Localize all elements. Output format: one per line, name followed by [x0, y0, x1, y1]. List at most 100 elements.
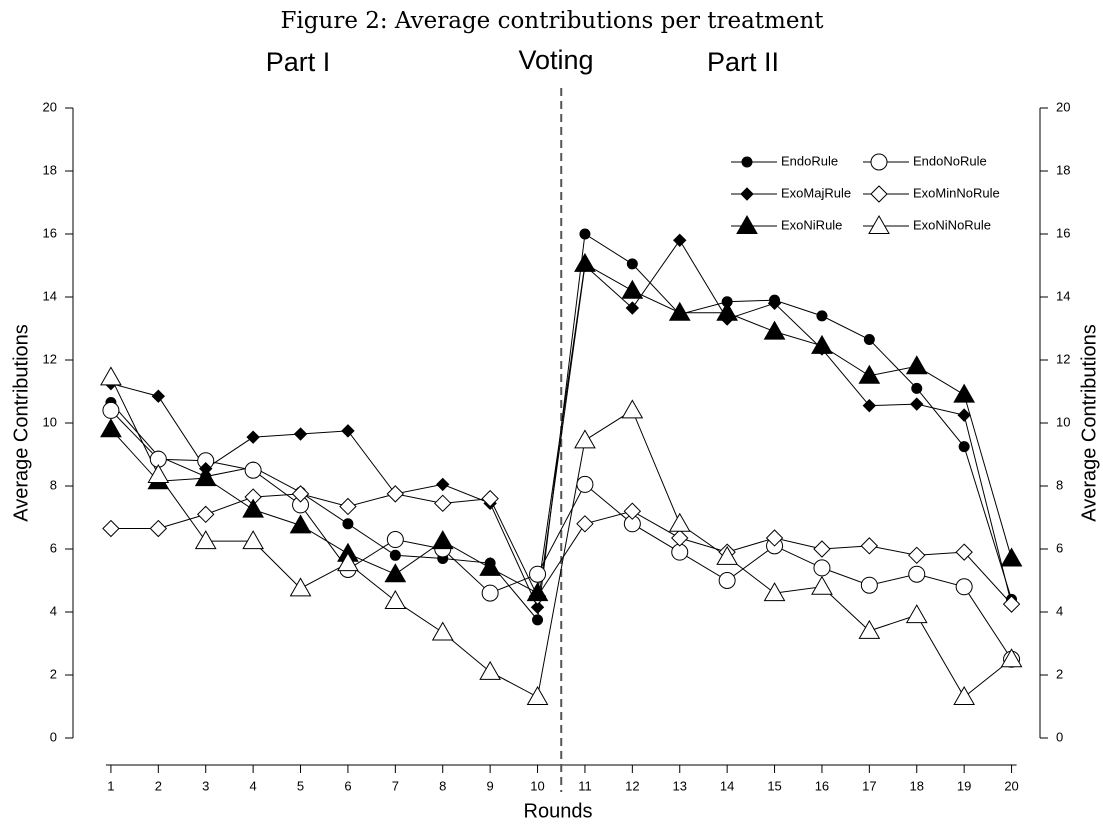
- marker: [668, 301, 691, 321]
- marker: [816, 310, 828, 322]
- marker: [102, 519, 120, 538]
- marker: [862, 398, 877, 413]
- legend-label: EndoNoRule: [913, 153, 987, 168]
- marker: [102, 401, 120, 419]
- marker: [958, 441, 970, 453]
- legend-label: ExoMajRule: [781, 185, 851, 200]
- marker: [389, 549, 401, 561]
- marker: [526, 686, 549, 706]
- y-tick-label: 2: [50, 666, 57, 681]
- x-tick-label: 11: [578, 778, 592, 793]
- marker: [858, 364, 881, 384]
- marker: [481, 584, 499, 602]
- x-tick-label: 2: [155, 778, 162, 793]
- marker: [291, 485, 310, 503]
- marker: [384, 563, 407, 583]
- x-tick-label: 16: [815, 778, 829, 793]
- y-tick-label: 18: [43, 162, 57, 177]
- marker: [289, 577, 312, 597]
- marker: [813, 559, 831, 577]
- marker: [197, 505, 215, 524]
- y2-axis-label: Average Contributions: [1078, 324, 1100, 522]
- legend-marker: [740, 187, 754, 201]
- marker: [342, 518, 354, 530]
- marker: [763, 320, 786, 340]
- y-tick-label: 8: [50, 477, 57, 492]
- marker: [908, 546, 926, 565]
- marker: [863, 334, 875, 346]
- marker: [244, 461, 262, 479]
- marker: [579, 228, 591, 240]
- marker: [955, 543, 973, 561]
- marker: [434, 494, 452, 513]
- marker: [955, 578, 973, 596]
- y-tick-label: 12: [43, 351, 57, 366]
- marker: [668, 512, 691, 532]
- legend-marker: [741, 156, 753, 168]
- y-tick-label: 16: [43, 225, 57, 240]
- x-tick-label: 17: [862, 778, 876, 793]
- marker: [860, 576, 878, 594]
- marker: [242, 498, 264, 518]
- marker: [337, 552, 359, 572]
- y2-tick-label: 8: [1056, 477, 1063, 492]
- y2-tick-label: 6: [1056, 540, 1063, 555]
- marker: [436, 477, 450, 492]
- marker: [479, 660, 501, 680]
- legend-marker: [868, 214, 890, 234]
- marker: [673, 233, 687, 248]
- marker: [858, 619, 881, 639]
- marker: [100, 366, 122, 386]
- y2-tick-label: 4: [1056, 603, 1063, 618]
- marker: [149, 519, 168, 538]
- legend-label: EndoRule: [781, 153, 838, 168]
- marker: [763, 582, 786, 602]
- marker: [151, 389, 166, 403]
- marker: [623, 502, 642, 520]
- marker: [1000, 648, 1023, 668]
- x-tick-label: 19: [957, 778, 971, 793]
- annotation: Part II: [707, 47, 779, 77]
- y2-tick-label: 14: [1056, 288, 1070, 303]
- marker: [194, 530, 217, 550]
- y2-tick-label: 18: [1056, 162, 1070, 177]
- x-tick-label: 12: [625, 778, 639, 793]
- marker: [953, 686, 976, 706]
- marker: [671, 529, 689, 547]
- marker: [811, 334, 833, 354]
- y-tick-label: 6: [50, 540, 57, 555]
- marker: [339, 497, 357, 516]
- marker: [625, 301, 640, 315]
- x-axis-label: Rounds: [524, 800, 593, 822]
- x-tick-label: 5: [297, 778, 304, 793]
- marker: [293, 427, 308, 441]
- y-tick-label: 14: [43, 288, 57, 303]
- legend-marker: [870, 153, 888, 171]
- x-tick-label: 13: [673, 778, 687, 793]
- marker: [910, 397, 924, 411]
- marker: [813, 540, 831, 558]
- marker: [911, 382, 923, 394]
- marker: [100, 418, 122, 438]
- marker: [574, 252, 596, 272]
- marker: [194, 467, 217, 487]
- y-tick-label: 4: [50, 603, 57, 618]
- x-tick-label: 18: [910, 778, 924, 793]
- marker: [431, 530, 454, 550]
- x-tick-label: 1: [107, 778, 114, 793]
- y2-tick-label: 10: [1056, 414, 1070, 429]
- marker: [908, 565, 926, 583]
- x-tick-label: 7: [392, 778, 399, 793]
- marker: [384, 589, 407, 609]
- marker: [576, 515, 594, 533]
- x-tick-label: 4: [250, 778, 257, 793]
- annotation: Voting: [518, 45, 593, 75]
- x-tick-label: 20: [1004, 778, 1018, 793]
- y2-tick-label: 0: [1056, 729, 1063, 744]
- y-tick-label: 20: [43, 99, 57, 114]
- marker: [341, 424, 355, 438]
- marker: [481, 489, 499, 508]
- y2-tick-label: 16: [1056, 225, 1070, 240]
- legend-label: ExoNiRule: [781, 217, 842, 232]
- legend-label: ExoNiNoRule: [913, 217, 991, 232]
